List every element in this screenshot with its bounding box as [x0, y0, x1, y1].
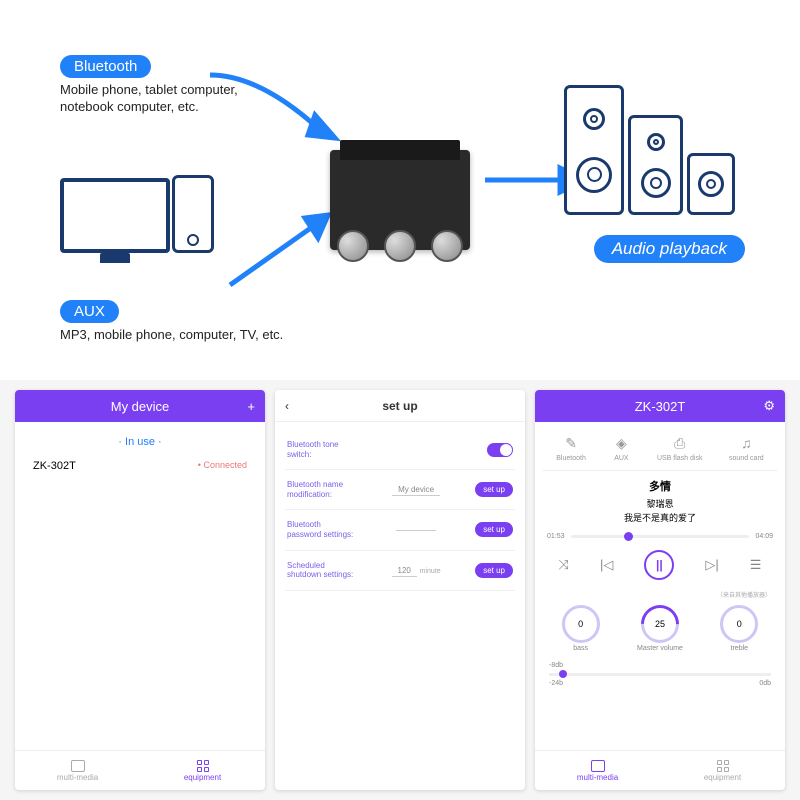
eq-knobs: 0bass 25Master volume 0treble [543, 599, 777, 658]
source-devices [60, 175, 214, 253]
aux-pill: AUX [60, 300, 119, 323]
app-screenshots: My device + · In use · ZK-302T Connected… [0, 380, 800, 800]
app2-title: set up [382, 399, 417, 413]
setting-bt-password: Bluetooth password settings: set up [285, 510, 515, 550]
arrow-aux [220, 210, 340, 300]
src-soundcard[interactable]: ♫sound card [729, 434, 764, 462]
device-status: Connected [198, 460, 247, 472]
app2-header: ‹ set up [275, 390, 525, 422]
src-bluetooth[interactable]: ✎Bluetooth [556, 434, 586, 462]
track-info: 多情 黎瑞恩 我是不是真的爱了 [543, 471, 777, 533]
speakers [564, 85, 735, 215]
nav-equipment[interactable]: equipment [140, 751, 265, 790]
amplifier-board [330, 150, 470, 250]
nav-multimedia-3[interactable]: multi-media [535, 751, 660, 790]
setting-shutdown: Scheduled shutdown settings: 120 minute … [285, 551, 515, 591]
bt-pwd-value [396, 528, 436, 531]
add-icon[interactable]: + [247, 399, 255, 414]
back-icon[interactable]: ‹ [285, 399, 289, 413]
app3-nav: multi-media equipment [535, 750, 785, 790]
nav-multimedia[interactable]: multi-media [15, 751, 140, 790]
tone-toggle[interactable] [487, 443, 513, 457]
app-screen-player: ZK-302T ⚙ ✎Bluetooth ◈AUX ⎙USB flash dis… [535, 390, 785, 790]
app3-header: ZK-302T ⚙ [535, 390, 785, 422]
pause-button[interactable]: || [644, 550, 674, 580]
knob-bass[interactable]: 0bass [562, 605, 600, 652]
knob-master[interactable]: 25Master volume [637, 605, 683, 652]
bluetooth-pill: Bluetooth [60, 55, 151, 78]
connection-diagram: Bluetooth Mobile phone, tablet computer,… [0, 0, 800, 380]
player-note: （来自其他播放器） [543, 590, 777, 599]
monitor-icon [60, 178, 170, 253]
source-row: ✎Bluetooth ◈AUX ⎙USB flash disk ♫sound c… [543, 426, 777, 471]
src-aux[interactable]: ◈AUX [612, 434, 630, 462]
setup-btn-pwd[interactable]: set up [475, 522, 513, 537]
progress: 01:5304:09 [543, 533, 777, 540]
setup-btn-name[interactable]: set up [475, 482, 513, 497]
phone-icon [172, 175, 214, 253]
audio-playback-label: Audio playback [594, 235, 745, 263]
nav-equipment-3[interactable]: equipment [660, 751, 785, 790]
prev-icon[interactable]: |◁ [600, 557, 613, 573]
shutdown-value: 120 [392, 565, 417, 577]
device-name: ZK-302T [33, 460, 76, 472]
setup-btn-shutdown[interactable]: set up [475, 563, 513, 578]
app-screen-setup: ‹ set up Bluetooth tone switch: Bluetoot… [275, 390, 525, 790]
in-use-label: · In use · [25, 436, 255, 448]
shuffle-icon[interactable]: ⤨ [559, 557, 569, 573]
gear-icon[interactable]: ⚙ [763, 398, 775, 414]
progress-bar[interactable] [571, 535, 750, 538]
aux-desc: MP3, mobile phone, computer, TV, etc. [60, 327, 283, 344]
src-usb[interactable]: ⎙USB flash disk [657, 434, 703, 462]
app1-header: My device + [15, 390, 265, 422]
next-icon[interactable]: ▷| [705, 557, 718, 573]
aux-block: AUX MP3, mobile phone, computer, TV, etc… [60, 300, 283, 344]
player-controls: ⤨ |◁ || ▷| ☰ [543, 540, 777, 590]
bt-name-value: My device [392, 484, 440, 496]
knob-treble[interactable]: 0treble [720, 605, 758, 652]
app1-title: My device [111, 399, 170, 414]
app1-nav: multi-media equipment [15, 750, 265, 790]
db-slider[interactable]: -8db -24b0db [543, 658, 777, 691]
playlist-icon[interactable]: ☰ [750, 557, 762, 573]
app3-title: ZK-302T [635, 399, 686, 414]
app-screen-device-list: My device + · In use · ZK-302T Connected… [15, 390, 265, 790]
setting-tone-switch: Bluetooth tone switch: [285, 430, 515, 470]
device-row[interactable]: ZK-302T Connected [25, 454, 255, 478]
setting-bt-name: Bluetooth name modification: My device s… [285, 470, 515, 510]
arrow-bt [200, 60, 350, 150]
